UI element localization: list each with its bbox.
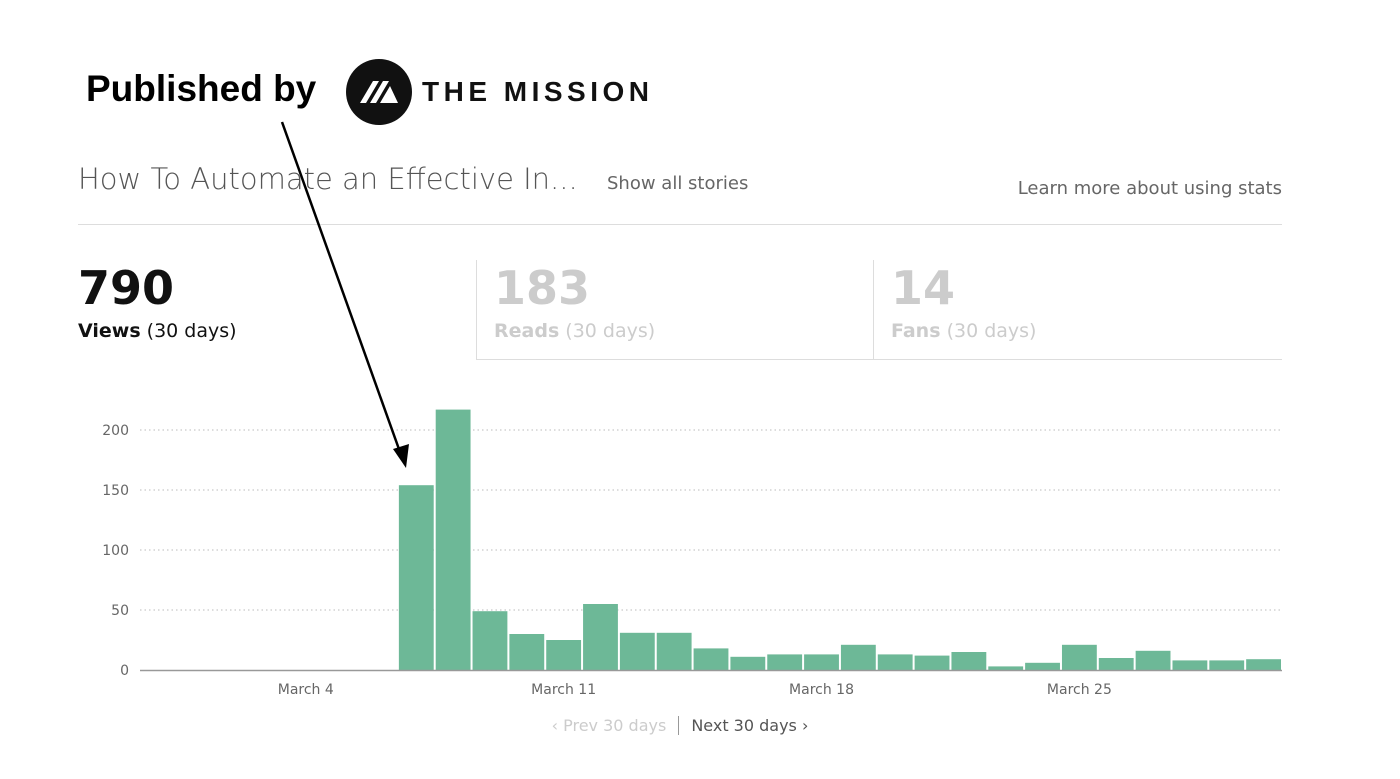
reads-label: Reads <box>494 320 560 342</box>
tab-views[interactable]: 790 Views (30 days) <box>78 260 476 360</box>
bar <box>767 654 803 670</box>
views-label: Views <box>78 320 141 342</box>
bar <box>914 655 950 670</box>
tab-reads[interactable]: 183 Reads (30 days) <box>476 260 873 360</box>
bar <box>1246 659 1281 670</box>
bar <box>1025 662 1060 670</box>
pagination: ‹ Prev 30 days Next 30 days › <box>0 716 1360 735</box>
divider <box>78 224 1282 225</box>
reads-period: (30 days) <box>559 320 656 342</box>
bar <box>693 648 729 670</box>
views-count: 790 <box>78 261 175 315</box>
bar <box>804 654 839 670</box>
bar <box>1209 660 1245 670</box>
views-bar-chart: 0 50 100 150 200 March 4 March 11 March 18 March… <box>102 409 1282 698</box>
bar <box>877 654 913 670</box>
fans-count: 14 <box>891 261 956 315</box>
y-tick-label: 150 <box>102 483 129 499</box>
bar <box>1061 644 1097 670</box>
next-30-days-button[interactable]: Next 30 days › <box>678 716 809 735</box>
prev-30-days-button[interactable]: ‹ Prev 30 days <box>551 716 667 735</box>
x-tick-label: March 18 <box>789 682 854 698</box>
the-mission-logo-icon <box>346 59 412 125</box>
bar <box>583 604 618 670</box>
fans-label: Fans <box>891 320 941 342</box>
bar <box>1172 660 1208 670</box>
bar <box>840 644 876 670</box>
bar <box>1135 650 1171 670</box>
y-tick-label: 100 <box>102 543 129 559</box>
bar <box>988 666 1024 670</box>
bar <box>435 409 471 670</box>
y-tick-label: 50 <box>111 603 129 619</box>
y-tick-label: 200 <box>102 423 129 439</box>
tab-fans[interactable]: 14 Fans (30 days) <box>873 260 1282 360</box>
bar <box>546 640 582 670</box>
bar <box>1098 658 1134 670</box>
views-period: (30 days) <box>140 320 237 342</box>
reads-count: 183 <box>494 261 591 315</box>
published-by-annotation: Published by <box>86 68 317 109</box>
bar <box>472 611 508 670</box>
bar <box>398 485 434 670</box>
bar <box>656 632 692 670</box>
bar <box>951 652 987 670</box>
publication-name: THE MISSION <box>422 76 654 107</box>
story-title: How To Automate an Effective In... <box>78 162 578 196</box>
x-tick-label: March 11 <box>531 682 596 698</box>
x-tick-label: March 4 <box>278 682 334 698</box>
fans-period: (30 days) <box>940 320 1037 342</box>
learn-more-link[interactable]: Learn more about using stats <box>1017 178 1282 199</box>
bar <box>619 632 655 670</box>
y-tick-label: 0 <box>120 663 129 679</box>
show-all-stories-link[interactable]: Show all stories <box>607 173 749 194</box>
bar <box>730 656 766 670</box>
chevron-left-icon: ‹ <box>551 716 564 735</box>
x-tick-label: March 25 <box>1047 682 1112 698</box>
bar <box>509 634 545 670</box>
chevron-right-icon: › <box>796 716 809 735</box>
